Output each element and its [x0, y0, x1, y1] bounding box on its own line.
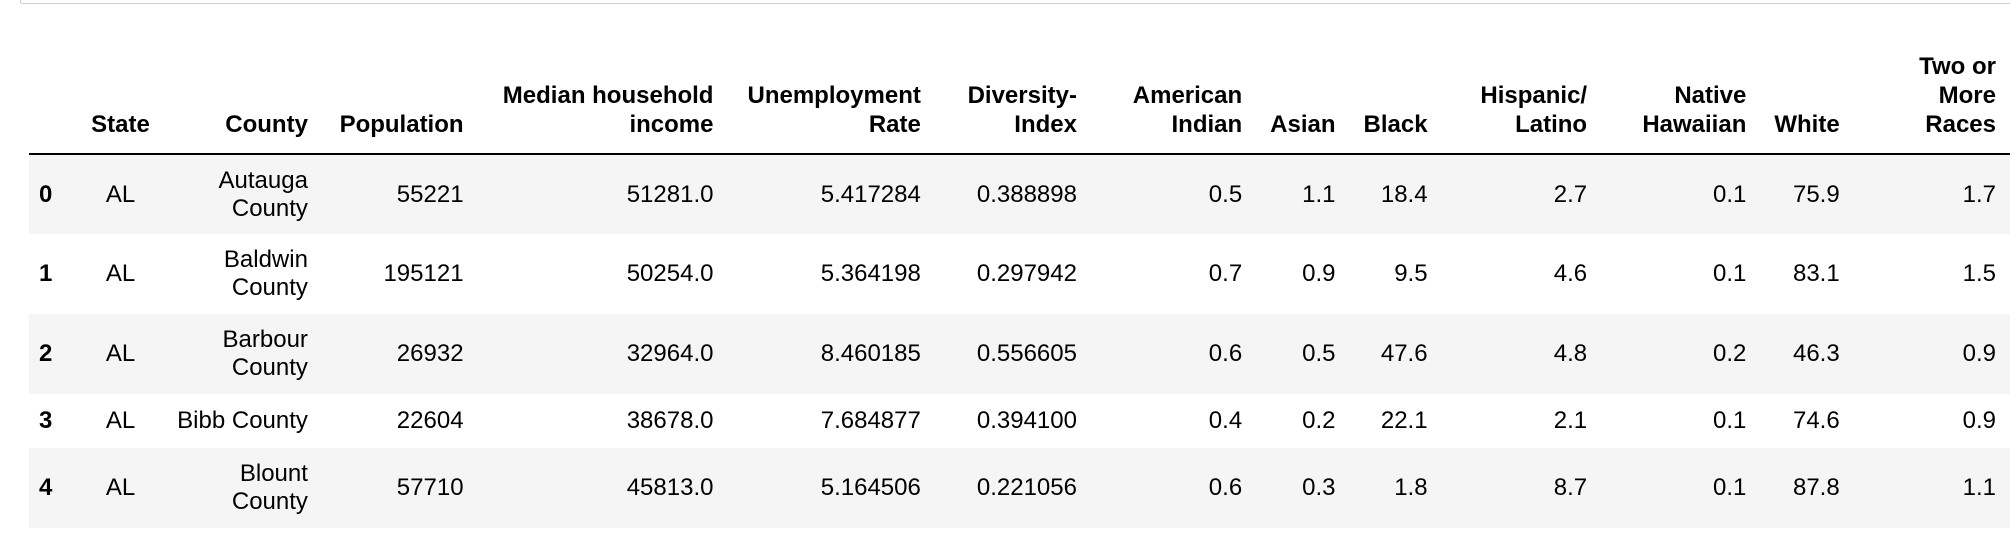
cell-hispanic-latino: 4.8 — [1553, 340, 1588, 367]
cell-state: AL — [105, 340, 136, 367]
cell-black: 1.8 — [1394, 474, 1428, 501]
dataframe-table: State County Population Median household… — [29, 46, 2010, 528]
cell-county: Barbour County — [222, 326, 308, 381]
cell-median-household-income: 45813.0 — [626, 474, 714, 501]
column-header-black: Black — [1349, 46, 1442, 155]
cell-unemployment-rate: 5.364198 — [820, 260, 921, 287]
cell-two-or-more-races: 1.1 — [1962, 474, 1996, 501]
input-cell-frame[interactable] — [20, 0, 2010, 4]
cell-american-indian: 0.7 — [1208, 260, 1243, 287]
cell-median-household-income: 38678.0 — [626, 407, 714, 434]
column-header-state: State — [73, 46, 168, 155]
cell-native-hawaiian: 0.2 — [1712, 340, 1747, 367]
cell-asian: 0.2 — [1302, 407, 1336, 434]
output-collapse-marker[interactable] — [0, 26, 3, 34]
cell-native-hawaiian: 0.1 — [1712, 407, 1747, 434]
cell-population: 55221 — [396, 180, 464, 208]
column-header-median-household-income: Median household income — [477, 46, 728, 155]
cell-white: 74.6 — [1792, 407, 1840, 434]
column-header-american-indian: American Indian — [1090, 46, 1257, 155]
row-index: 1 — [39, 260, 53, 287]
cell-state: AL — [105, 260, 136, 287]
cell-population: 22604 — [396, 407, 464, 434]
cell-native-hawaiian: 0.1 — [1712, 474, 1747, 501]
cell-asian: 0.5 — [1302, 340, 1336, 367]
cell-two-or-more-races: 1.7 — [1962, 180, 1996, 208]
cell-unemployment-rate: 7.684877 — [820, 407, 921, 434]
table-row: 2 AL Barbour County 26932 32964.0 8.4601… — [29, 314, 2010, 394]
index-header — [29, 46, 74, 155]
cell-median-household-income: 51281.0 — [626, 180, 714, 208]
cell-black: 18.4 — [1380, 180, 1428, 208]
cell-population: 195121 — [383, 260, 464, 287]
cell-two-or-more-races: 0.9 — [1962, 407, 1996, 434]
cell-american-indian: 0.4 — [1208, 407, 1243, 434]
cell-native-hawaiian: 0.1 — [1712, 260, 1747, 287]
row-index: 2 — [39, 340, 53, 367]
column-header-population: Population — [321, 46, 478, 155]
cell-state: AL — [105, 407, 136, 434]
cell-median-household-income: 32964.0 — [626, 340, 714, 367]
cell-diversity-index: 0.221056 — [976, 474, 1077, 501]
cell-two-or-more-races: 1.5 — [1962, 260, 1996, 287]
cell-unemployment-rate: 5.164506 — [820, 474, 921, 501]
cell-hispanic-latino: 8.7 — [1553, 474, 1588, 501]
cell-unemployment-rate: 5.417284 — [820, 180, 921, 208]
cell-hispanic-latino: 2.1 — [1553, 407, 1588, 434]
cell-white: 83.1 — [1792, 260, 1840, 287]
cell-black: 47.6 — [1380, 340, 1428, 367]
cell-hispanic-latino: 2.7 — [1553, 180, 1588, 208]
table-row: 1 AL Baldwin County 195121 50254.0 5.364… — [29, 234, 2010, 314]
column-header-diversity-index: Diversity-Index — [934, 46, 1091, 155]
cell-population: 57710 — [396, 474, 464, 501]
cell-unemployment-rate: 8.460185 — [820, 340, 921, 367]
column-header-county: County — [167, 46, 322, 155]
column-header-hispanic-latino: Hispanic/ Latino — [1441, 46, 1602, 155]
row-index: 4 — [39, 474, 53, 501]
cell-diversity-index: 0.297942 — [976, 260, 1077, 287]
table-row: 3 AL Bibb County 22604 38678.0 7.684877 … — [29, 394, 2010, 448]
cell-american-indian: 0.6 — [1208, 474, 1243, 501]
cell-state: AL — [105, 474, 136, 501]
cell-median-household-income: 50254.0 — [626, 260, 714, 287]
cell-american-indian: 0.5 — [1208, 180, 1243, 208]
cell-county: Baldwin County — [223, 246, 308, 301]
column-header-two-or-more-races: Two or More Races — [1853, 46, 2010, 155]
cell-native-hawaiian: 0.1 — [1712, 180, 1747, 208]
cell-american-indian: 0.6 — [1208, 340, 1243, 367]
cell-diversity-index: 0.388898 — [976, 180, 1077, 208]
cell-black: 22.1 — [1380, 407, 1428, 434]
cell-state: AL — [105, 180, 136, 208]
cell-asian: 0.3 — [1302, 474, 1336, 501]
dataframe-output: State County Population Median household… — [29, 46, 2010, 528]
cell-white: 46.3 — [1792, 340, 1840, 367]
column-header-white: White — [1760, 46, 1854, 155]
header-row: State County Population Median household… — [29, 46, 2010, 155]
cell-diversity-index: 0.556605 — [976, 340, 1077, 367]
table-row: 0 AL Autauga County 55221 51281.0 5.4172… — [29, 154, 2010, 234]
row-index: 3 — [39, 407, 53, 434]
cell-hispanic-latino: 4.6 — [1553, 260, 1588, 287]
table-row: 4 AL Blount County 57710 45813.0 5.16450… — [29, 448, 2010, 528]
column-header-unemployment-rate: Unemployment Rate — [727, 46, 935, 155]
cell-two-or-more-races: 0.9 — [1962, 340, 1996, 367]
cell-population: 26932 — [396, 340, 464, 367]
cell-white: 87.8 — [1792, 474, 1840, 501]
cell-county: Autauga County — [218, 166, 308, 222]
cell-diversity-index: 0.394100 — [976, 407, 1077, 434]
cell-asian: 1.1 — [1302, 180, 1336, 208]
cell-county: Bibb County — [177, 407, 308, 434]
cell-white: 75.9 — [1792, 180, 1840, 208]
cell-asian: 0.9 — [1302, 260, 1336, 287]
column-header-native-hawaiian: Native Hawaiian — [1601, 46, 1761, 155]
cell-black: 9.5 — [1394, 260, 1428, 287]
cell-county: Blount County — [231, 460, 308, 515]
row-index: 0 — [39, 180, 53, 208]
column-header-asian: Asian — [1256, 46, 1350, 155]
